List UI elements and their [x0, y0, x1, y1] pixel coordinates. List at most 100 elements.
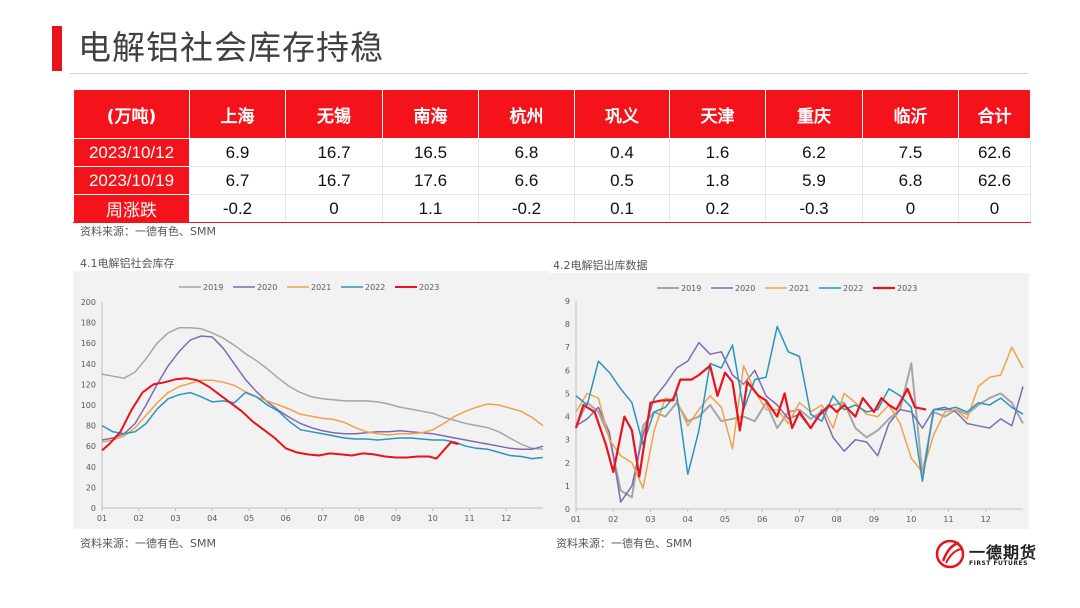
series-line-2021 — [575, 346, 1024, 489]
x-tick-label: 12 — [501, 514, 511, 523]
table-cell: 5.9 — [765, 166, 863, 195]
table-cell: 1.8 — [669, 166, 766, 195]
header-hangzhou: 杭州 — [478, 89, 575, 139]
legend-label-2020: 2020 — [735, 284, 755, 293]
table-cell: 6.7 — [189, 166, 286, 195]
x-tick-label: 06 — [757, 515, 767, 524]
table-cell: 6.6 — [478, 166, 575, 195]
x-tick-label: 10 — [428, 514, 438, 523]
logo-name: 一德期货 — [969, 543, 1038, 562]
legend-label-2019: 2019 — [203, 283, 223, 292]
table-cell: 16.5 — [382, 138, 479, 167]
right-chart-title: 4.2电解铝出库数据 — [553, 259, 648, 272]
series-line-2020 — [575, 341, 1024, 503]
table-cell: 16.7 — [285, 166, 383, 195]
table-cell: 17.6 — [382, 166, 479, 195]
logo-subtitle: FIRST FUTURES — [969, 560, 1028, 567]
y-tick-label: 40 — [86, 463, 96, 472]
table-cell: 1.1 — [382, 194, 479, 223]
legend-label-2022: 2022 — [843, 284, 863, 293]
header-linyi: 临沂 — [862, 89, 959, 139]
header-wuxi: 无锡 — [285, 89, 383, 139]
row-date: 2023/10/12 — [73, 138, 190, 167]
y-tick-label: 6 — [565, 366, 570, 375]
table-row: 2023/10/19 6.7 16.7 17.6 6.6 0.5 1.8 5.9… — [73, 166, 1031, 195]
series-line-2020 — [101, 335, 544, 451]
series-line-2023 — [101, 377, 459, 460]
x-tick-label: 08 — [354, 514, 364, 523]
title-accent-bar — [52, 26, 62, 71]
x-tick-label: 05 — [720, 515, 730, 524]
x-tick-label: 03 — [645, 515, 655, 524]
table-cell: -0.3 — [765, 194, 863, 223]
table-cell: 16.7 — [285, 138, 383, 167]
x-tick-label: 11 — [943, 515, 953, 524]
x-tick-label: 05 — [244, 514, 254, 523]
y-tick-label: 60 — [86, 442, 96, 451]
y-tick-label: 3 — [565, 436, 570, 445]
y-tick-label: 1 — [565, 482, 570, 491]
y-tick-label: 0 — [91, 504, 96, 513]
y-tick-label: 140 — [81, 360, 96, 369]
y-tick-label: 4 — [565, 413, 570, 422]
table-cell: 0 — [958, 194, 1031, 223]
inventory-table: (万吨) 上海 无锡 南海 杭州 巩义 天津 重庆 临沂 合计 2023/10/… — [73, 89, 1031, 223]
header-total: 合计 — [958, 89, 1031, 139]
legend-label-2023: 2023 — [897, 284, 917, 293]
table-cell: 0.5 — [574, 166, 670, 195]
header-nanhai: 南海 — [382, 89, 479, 139]
x-tick-label: 12 — [981, 515, 991, 524]
table-source-note: 资料来源：一德有色、SMM — [80, 225, 216, 238]
y-tick-label: 180 — [81, 319, 96, 328]
legend-label-2020: 2020 — [257, 283, 277, 292]
table-cell: 62.6 — [958, 138, 1031, 167]
company-logo: 一德期货 FIRST FUTURES — [935, 535, 1045, 575]
x-tick-label: 07 — [794, 515, 804, 524]
y-tick-label: 120 — [81, 380, 96, 389]
x-tick-label: 04 — [683, 515, 693, 524]
x-tick-label: 09 — [869, 515, 879, 524]
x-tick-label: 09 — [391, 514, 401, 523]
legend-label-2022: 2022 — [365, 283, 385, 292]
x-tick-label: 08 — [832, 515, 842, 524]
x-tick-label: 06 — [281, 514, 291, 523]
y-tick-label: 80 — [86, 422, 96, 431]
x-tick-label: 03 — [170, 514, 180, 523]
table-cell: 1.6 — [669, 138, 766, 167]
y-tick-label: 7 — [565, 343, 570, 352]
series-line-2022 — [575, 325, 1024, 483]
series-line-2021 — [101, 379, 544, 443]
table-cell: 7.5 — [862, 138, 959, 167]
legend-label-2019: 2019 — [681, 284, 701, 293]
series-line-2022 — [101, 391, 544, 460]
title-divider — [70, 73, 1028, 74]
row-weekly-change: 周涨跌 — [73, 194, 190, 223]
header-tianjin: 天津 — [669, 89, 766, 139]
series-line-2019 — [575, 362, 1024, 499]
y-tick-label: 2 — [565, 459, 570, 468]
page-title: 电解铝社会库存持稳 — [78, 28, 384, 67]
legend-label-2021: 2021 — [311, 283, 331, 292]
y-tick-label: 200 — [81, 298, 96, 307]
header-chongqing: 重庆 — [765, 89, 863, 139]
legend-label-2021: 2021 — [789, 284, 809, 293]
header-gongyi: 巩义 — [574, 89, 670, 139]
x-tick-label: 11 — [464, 514, 474, 523]
right-chart-panel: 0 1 2 3 4 5 6 7 8 9 01 02 03 04 05 06 07 08 09 10 11 12 2019 20… — [549, 273, 1029, 529]
table-cell: 0.2 — [669, 194, 766, 223]
x-tick-label: 01 — [97, 514, 107, 523]
header-unit: (万吨) — [73, 89, 190, 139]
table-cell: -0.2 — [189, 194, 286, 223]
x-tick-label: 07 — [317, 514, 327, 523]
table-cell: 0.1 — [574, 194, 670, 223]
x-tick-label: 01 — [571, 515, 581, 524]
table-cell: 0 — [862, 194, 959, 223]
table-cell: 0 — [285, 194, 383, 223]
y-tick-label: 100 — [81, 401, 96, 410]
x-tick-label: 04 — [207, 514, 217, 523]
left-chart-title: 4.1电解铝社会库存 — [80, 257, 175, 270]
logo-emblem-icon — [935, 539, 965, 569]
y-tick-label: 0 — [565, 505, 570, 514]
x-tick-label: 02 — [134, 514, 144, 523]
